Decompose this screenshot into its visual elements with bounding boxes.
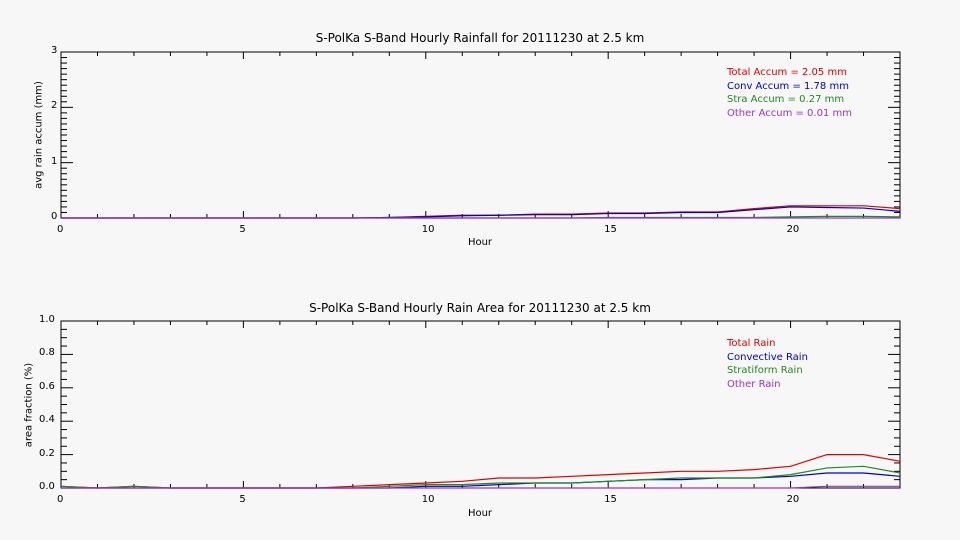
series-line — [61, 206, 901, 219]
series-line — [60, 454, 901, 489]
y-tick-label: 0.4 — [39, 414, 55, 426]
series-line — [61, 472, 901, 489]
x-tick-label: 20 — [786, 494, 800, 505]
legend-item: Other Rain — [727, 378, 781, 390]
x-axis-label: Hour — [467, 508, 493, 519]
x-tick-label: 20 — [786, 224, 800, 235]
y-tick-label: 0.0 — [39, 481, 55, 492]
x-axis-label: Hour — [467, 237, 493, 248]
legend-item: Stratiform Rain — [727, 365, 803, 376]
legend-item: Other Accum = 0.01 mm — [727, 107, 852, 119]
x-tick-label: 15 — [604, 494, 617, 505]
x-tick-label: 10 — [421, 494, 435, 505]
chart-title: S-PolKa S-Band Hourly Rainfall for 20111… — [315, 31, 645, 45]
y-tick-label: 0.2 — [39, 447, 55, 459]
plot-frame — [60, 51, 901, 219]
chart-title: S-PolKa S-Band Hourly Rain Area for 2011… — [309, 301, 651, 315]
legend-item: Total Rain — [727, 338, 776, 349]
y-tick-label: 2 — [51, 100, 58, 112]
y-tick-label: 1 — [51, 155, 58, 167]
legend-item: Stra Accum = 0.27 mm — [727, 94, 845, 105]
legend: Total Rain Convective Rain Stratiform Rain… — [727, 337, 808, 391]
x-tick-label: 5 — [239, 224, 246, 235]
x-tick-label: 0 — [57, 224, 64, 235]
legend-item: Conv Accum = 1.78 mm — [727, 80, 849, 92]
y-tick-label: 0.6 — [39, 380, 55, 392]
legend-item: Total Accum = 2.05 mm — [727, 67, 847, 78]
x-tick-label: 10 — [421, 224, 435, 235]
x-tick-label: 0 — [57, 494, 64, 505]
y-tick-label: 1.0 — [39, 314, 55, 325]
y-tick-label: 0 — [51, 211, 58, 222]
plot-frame — [60, 320, 901, 489]
x-tick-label: 15 — [604, 224, 617, 235]
y-tick-label: 3 — [51, 45, 58, 56]
series-line — [61, 485, 900, 489]
legend: Total Accum = 2.05 mm Conv Accum = 1.78 m… — [727, 66, 852, 120]
y-tick-label: 0.8 — [39, 347, 55, 359]
x-tick-label: 5 — [239, 494, 246, 505]
legend-item: Convective Rain — [727, 351, 808, 363]
